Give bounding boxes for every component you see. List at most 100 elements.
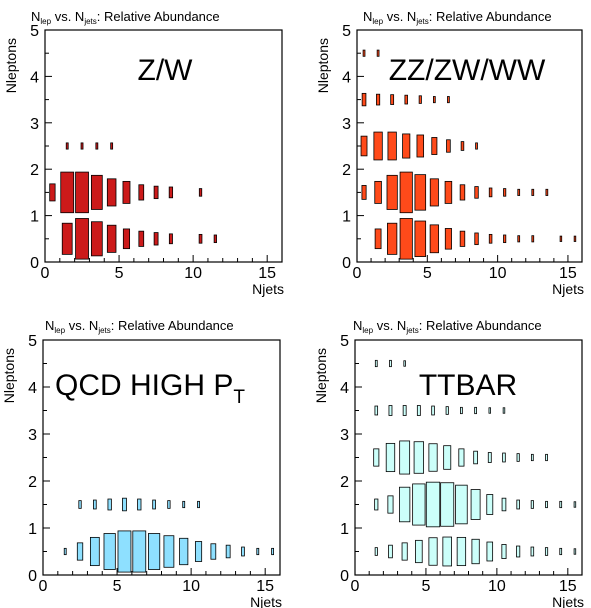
heatmap-box bbox=[573, 235, 577, 242]
heatmap-box bbox=[459, 230, 466, 247]
heatmap-box bbox=[167, 500, 171, 509]
heatmap-box bbox=[385, 442, 396, 473]
heatmap-box bbox=[473, 450, 478, 465]
heatmap-box bbox=[60, 171, 75, 214]
heatmap-box bbox=[474, 232, 479, 246]
heatmap-box bbox=[132, 530, 147, 573]
heatmap-box bbox=[444, 180, 453, 204]
heatmap-box bbox=[503, 234, 507, 244]
heatmap-box bbox=[447, 96, 450, 104]
heatmap-box bbox=[486, 494, 494, 515]
heatmap-box bbox=[374, 405, 379, 416]
y-tick-label: 5 bbox=[340, 333, 349, 350]
y-tick-label: 2 bbox=[340, 474, 349, 491]
chart-title-part: : Relative Abundance bbox=[111, 318, 234, 333]
panel-label: QCD HIGH PT bbox=[55, 369, 245, 408]
heatmap-box bbox=[517, 235, 521, 243]
heatmap-box bbox=[387, 222, 398, 255]
heatmap-box bbox=[374, 180, 382, 204]
panel-label: TTBAR bbox=[419, 369, 517, 402]
y-axis-label: Nleptons bbox=[315, 38, 331, 93]
chart-title-part: jets bbox=[415, 17, 428, 26]
heatmap-box bbox=[416, 134, 425, 158]
heatmap-box bbox=[445, 406, 449, 415]
heatmap-box bbox=[93, 499, 97, 510]
heatmap-box bbox=[225, 544, 231, 559]
heatmap-box bbox=[148, 533, 161, 570]
heatmap-box bbox=[456, 536, 467, 567]
chart-title: Nlep vs. Njets: Relative Abundance bbox=[363, 9, 552, 26]
heatmap-box bbox=[387, 495, 394, 514]
heatmap-box bbox=[442, 536, 452, 567]
heatmap-box bbox=[163, 535, 175, 568]
heatmap-box bbox=[198, 188, 203, 197]
panel-label-main: QCD HIGH P bbox=[55, 369, 233, 402]
heatmap-box bbox=[110, 142, 114, 150]
heatmap-box bbox=[388, 544, 393, 559]
y-tick-label: 2 bbox=[30, 162, 39, 179]
heatmap-box bbox=[502, 407, 506, 414]
x-tick-label: 5 bbox=[113, 578, 122, 595]
heatmap-box bbox=[429, 178, 439, 207]
y-axis-label: Nleptons bbox=[3, 38, 19, 93]
chart-title-part: : Relative Abundance bbox=[419, 318, 542, 333]
chart-title-part: N bbox=[353, 318, 362, 333]
y-tick-label: 5 bbox=[342, 23, 351, 40]
heatmap-box bbox=[530, 546, 535, 557]
heatmap-box bbox=[399, 171, 413, 214]
x-tick-label: 10 bbox=[489, 265, 507, 282]
heatmap-box bbox=[559, 547, 563, 556]
panel-label: Z/W bbox=[138, 54, 194, 87]
heatmap-box bbox=[374, 547, 378, 556]
heatmap-box bbox=[63, 547, 67, 556]
heatmap-box bbox=[179, 537, 189, 566]
heatmap-box bbox=[488, 233, 493, 244]
heatmap-box bbox=[516, 499, 520, 510]
x-tick-label: 0 bbox=[351, 578, 360, 595]
heatmap-box bbox=[545, 188, 549, 196]
heatmap-box bbox=[470, 489, 481, 520]
chart-title-part: vs. N bbox=[51, 9, 84, 24]
heatmap-box bbox=[488, 407, 492, 414]
heatmap-box bbox=[530, 453, 534, 462]
heatmap-box bbox=[460, 141, 465, 151]
chart-title-part: N bbox=[45, 318, 54, 333]
heatmap-box bbox=[399, 486, 411, 523]
heatmap-box bbox=[474, 186, 479, 199]
heatmap-box bbox=[502, 452, 506, 463]
heatmap-box bbox=[501, 497, 507, 512]
heatmap-box bbox=[106, 224, 117, 253]
chart-title-part: lep bbox=[40, 17, 51, 26]
heatmap-box bbox=[458, 448, 465, 467]
heatmap-box bbox=[429, 224, 439, 254]
heatmap-box bbox=[414, 174, 427, 211]
heatmap-box bbox=[432, 96, 436, 104]
chart-title-part: lep bbox=[362, 326, 373, 335]
heatmap-box bbox=[122, 228, 131, 250]
chart-title-part: vs. N bbox=[65, 318, 98, 333]
heatmap-box bbox=[418, 95, 422, 104]
heatmap-box bbox=[444, 228, 452, 250]
heatmap-box bbox=[404, 94, 408, 105]
heatmap-box bbox=[168, 186, 174, 199]
heatmap-box bbox=[138, 230, 145, 247]
heatmap-box bbox=[374, 359, 378, 368]
chart-title-part: jets bbox=[405, 326, 418, 335]
heatmap-box bbox=[544, 547, 549, 556]
heatmap-box bbox=[403, 360, 406, 367]
heatmap-box bbox=[49, 183, 56, 202]
heatmap-box bbox=[425, 481, 441, 528]
heatmap-box bbox=[90, 221, 103, 257]
x-axis-label: Njets bbox=[552, 594, 584, 608]
heatmap-box bbox=[153, 232, 159, 246]
heatmap-box bbox=[78, 500, 82, 509]
x-tick-label: 0 bbox=[39, 578, 48, 595]
x-tick-label: 15 bbox=[559, 265, 577, 282]
y-tick-label: 0 bbox=[28, 568, 37, 585]
heatmap-box bbox=[76, 542, 84, 561]
panel-label-main: TTBAR bbox=[419, 369, 517, 402]
heatmap-box bbox=[443, 445, 452, 470]
chart-title-part: vs. N bbox=[373, 318, 406, 333]
